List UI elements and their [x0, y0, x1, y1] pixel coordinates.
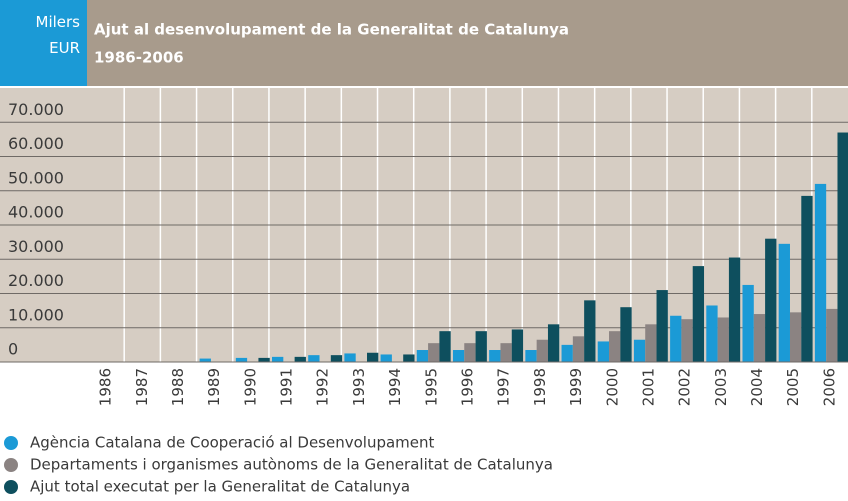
x-tick-label: 1993	[350, 368, 368, 406]
x-tick-label: 1986	[97, 368, 115, 406]
x-tick-label: 1987	[133, 368, 151, 406]
x-tick-label: 1998	[531, 368, 549, 406]
bar	[330, 355, 343, 362]
bar	[403, 354, 415, 362]
bar	[294, 356, 306, 362]
bar	[500, 343, 512, 362]
bar	[561, 344, 573, 362]
x-tick-label: 1990	[241, 368, 259, 406]
bar	[656, 290, 668, 362]
x-tick-label: 2001	[639, 368, 657, 406]
bar	[584, 300, 596, 362]
legend-label: Ajut total executat per la Generalitat d…	[30, 478, 410, 496]
chart-title: Ajut al desenvolupament de la Generalita…	[94, 21, 569, 39]
bar	[826, 308, 838, 362]
bar	[597, 341, 610, 362]
bar	[801, 195, 813, 362]
bar	[837, 132, 848, 362]
legend-label: Agència Catalana de Cooperació al Desenv…	[30, 434, 435, 452]
bar	[692, 266, 705, 362]
bar	[620, 307, 632, 362]
bar	[489, 350, 501, 362]
bar	[670, 315, 682, 362]
x-tick-label: 2002	[676, 368, 694, 406]
y-tick-label: 30.000	[8, 237, 64, 256]
bar	[272, 356, 284, 362]
bar	[572, 336, 585, 362]
header-band	[0, 0, 848, 86]
bar	[536, 339, 548, 362]
bar	[464, 343, 476, 362]
bar	[380, 354, 392, 362]
bar	[633, 339, 646, 362]
y-tick-label: 0	[8, 340, 18, 359]
bar	[778, 243, 790, 362]
bar	[681, 319, 693, 362]
x-tick-label: 2005	[784, 368, 802, 406]
legend-label: Departaments i organismes autònoms de la…	[30, 456, 553, 474]
x-tick-label: 1999	[567, 368, 585, 406]
x-tick-label: 2006	[820, 368, 838, 406]
x-tick-label: 1992	[314, 368, 332, 406]
y-axis-label: Milers EUR	[36, 13, 81, 57]
x-tick-label: 1996	[459, 368, 477, 406]
y-tick-label: 40.000	[8, 203, 64, 222]
bar	[728, 257, 741, 362]
legend-swatch	[4, 480, 18, 494]
bar	[428, 343, 440, 362]
x-tick-label: 1991	[278, 368, 296, 406]
x-tick-label: 2003	[712, 368, 730, 406]
bar	[814, 183, 827, 362]
unit-box	[0, 0, 87, 86]
y-tick-label: 70.000	[8, 100, 64, 119]
bar	[258, 357, 270, 362]
legend-swatch	[4, 458, 18, 472]
x-tick-label: 1994	[386, 368, 404, 406]
y-tick-label: 20.000	[8, 271, 64, 290]
bar	[742, 284, 754, 362]
x-tick-label: 1995	[422, 368, 440, 406]
bar	[308, 355, 320, 362]
bar	[475, 331, 487, 362]
bar	[235, 357, 248, 362]
bar	[439, 331, 451, 362]
bar	[344, 353, 356, 362]
y-tick-label: 10.000	[8, 305, 64, 324]
bar	[367, 352, 379, 362]
bar	[706, 305, 718, 362]
bar	[789, 312, 802, 362]
x-tick-label: 2000	[603, 368, 621, 406]
x-tick-label: 1997	[495, 368, 513, 406]
bar	[525, 350, 537, 362]
bar	[416, 350, 429, 362]
y-tick-label: 50.000	[8, 168, 64, 187]
bar	[717, 317, 729, 362]
bar	[765, 238, 777, 362]
bar	[753, 314, 766, 362]
bar	[511, 329, 524, 362]
chart-subtitle: 1986-2006	[94, 49, 184, 67]
x-tick-label: 2004	[748, 368, 766, 406]
y-tick-label: 60.000	[8, 134, 64, 153]
bar	[609, 331, 621, 362]
bar	[547, 324, 560, 362]
legend-swatch	[4, 436, 18, 450]
x-tick-label: 1989	[205, 368, 223, 406]
bar	[452, 350, 465, 362]
bar	[645, 324, 657, 362]
x-tick-label: 1988	[169, 368, 187, 406]
bar	[199, 358, 211, 362]
